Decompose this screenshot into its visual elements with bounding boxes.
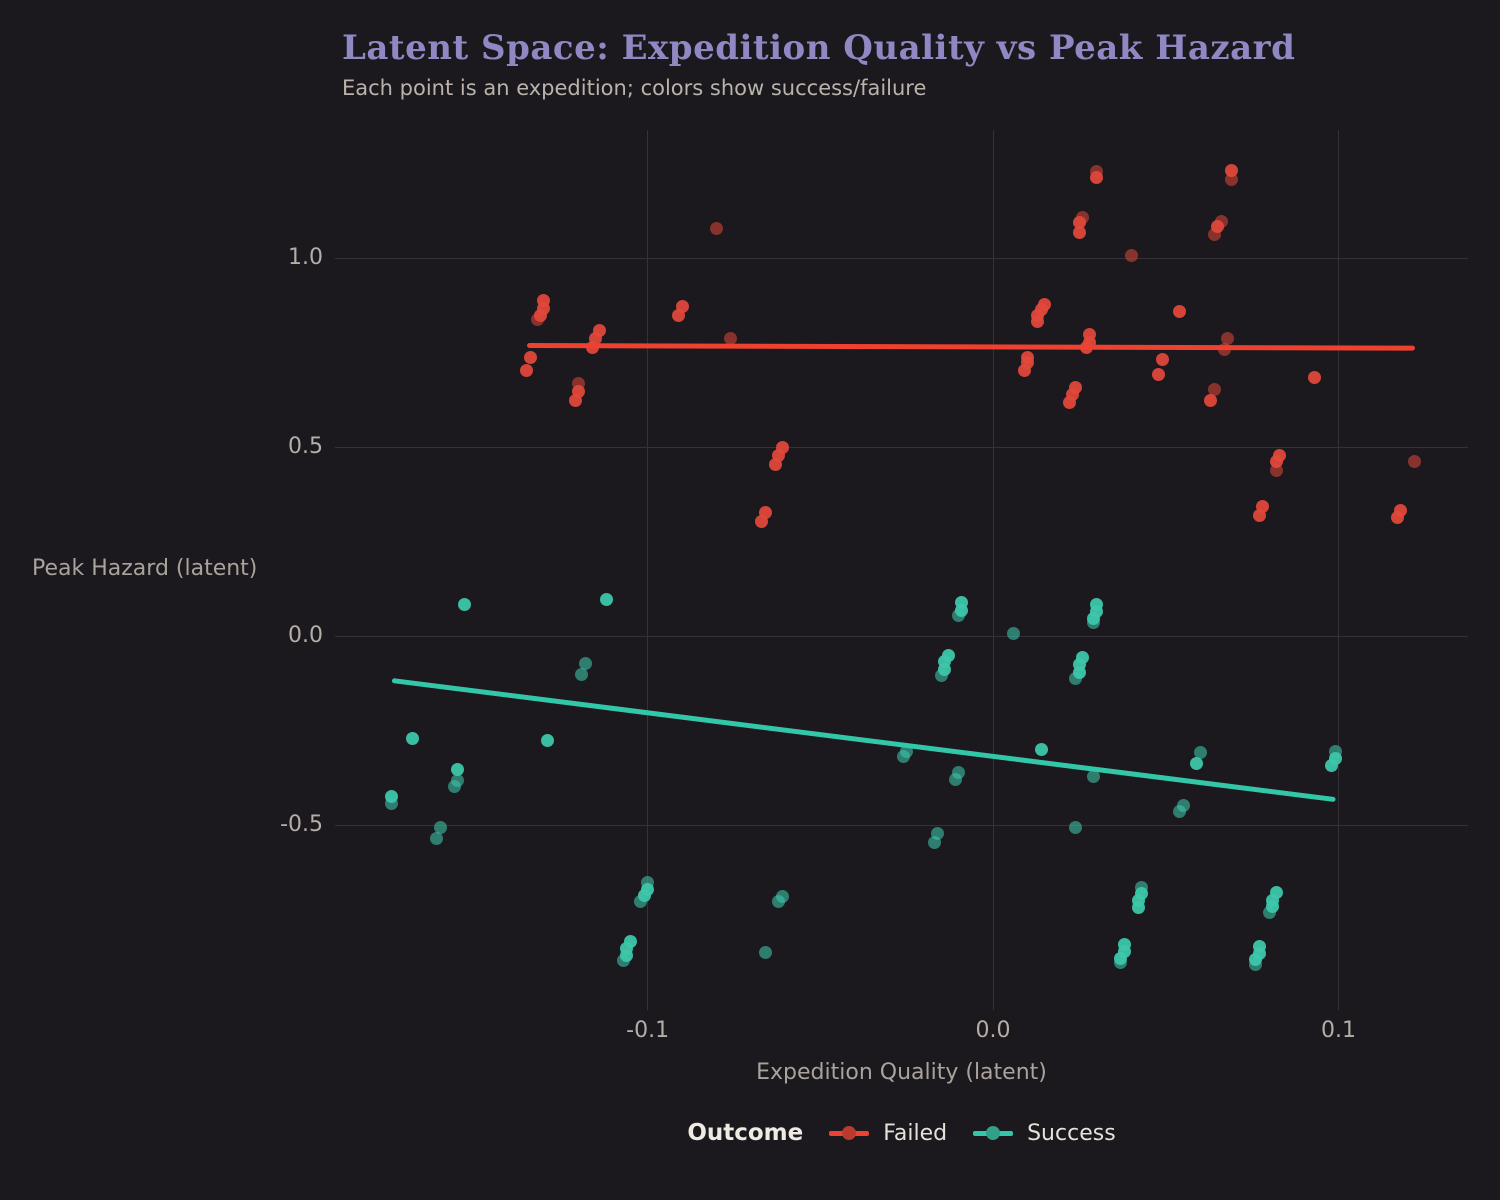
legend-item-success[interactable]: Success xyxy=(973,1121,1116,1146)
legend: Outcome Failed Success xyxy=(335,1120,1468,1146)
x-tick-label: 0.0 xyxy=(975,1018,1011,1043)
gridline-y xyxy=(335,447,1468,449)
data-point-failed xyxy=(768,458,782,472)
data-point-success xyxy=(540,734,554,748)
data-point-success xyxy=(934,669,948,683)
data-point-failed xyxy=(672,309,686,323)
data-point-failed xyxy=(1090,171,1104,185)
data-point-failed xyxy=(1307,371,1321,385)
data-point-success xyxy=(1190,757,1204,771)
gridline-y xyxy=(335,258,1468,260)
data-point-failed xyxy=(1155,352,1169,366)
data-point-success xyxy=(1086,770,1100,784)
data-point-failed xyxy=(1252,509,1266,523)
data-point-success xyxy=(951,609,965,623)
data-point-failed xyxy=(568,394,582,408)
data-point-success xyxy=(578,657,592,671)
legend-title: Outcome xyxy=(687,1120,804,1146)
data-point-success xyxy=(772,895,786,909)
data-point-success xyxy=(1007,627,1021,641)
data-point-failed xyxy=(755,515,769,529)
legend-item-failed[interactable]: Failed xyxy=(829,1121,947,1146)
x-tick-label: 0.1 xyxy=(1320,1018,1356,1043)
data-point-success xyxy=(430,831,444,845)
chart-subtitle: Each point is an expedition; colors show… xyxy=(342,76,927,100)
data-point-failed xyxy=(1062,396,1076,410)
data-point-failed xyxy=(1224,173,1238,187)
data-point-success xyxy=(1069,821,1083,835)
data-point-failed xyxy=(1031,314,1045,328)
chart-title: Latent Space: Expedition Quality vs Peak… xyxy=(342,28,1296,68)
x-tick-label: -0.1 xyxy=(626,1018,670,1043)
y-tick-label: -0.5 xyxy=(280,811,323,837)
y-tick-label: 0.0 xyxy=(288,622,323,648)
data-point-success xyxy=(1173,805,1187,819)
data-point-success xyxy=(406,732,420,746)
trend-line-success xyxy=(391,677,1336,802)
gridline-x xyxy=(647,130,649,1010)
gridline-x xyxy=(1337,130,1339,1010)
data-point-success xyxy=(575,668,589,682)
data-point-failed xyxy=(1152,367,1166,381)
data-point-success xyxy=(1262,906,1276,920)
data-point-failed xyxy=(1207,227,1221,241)
x-axis-label: Expedition Quality (latent) xyxy=(756,1060,1047,1085)
data-point-success xyxy=(1193,746,1207,760)
data-point-failed xyxy=(1407,454,1421,468)
data-point-failed xyxy=(1017,363,1031,377)
data-point-success xyxy=(1325,759,1339,773)
data-point-failed xyxy=(710,222,724,236)
y-axis-label: Peak Hazard (latent) xyxy=(32,556,258,581)
data-point-failed xyxy=(724,331,737,345)
legend-label: Failed xyxy=(883,1120,948,1146)
data-point-success xyxy=(599,593,613,607)
y-tick-label: 1.0 xyxy=(288,244,323,270)
data-point-success xyxy=(1034,743,1048,757)
data-point-success xyxy=(1114,956,1128,970)
data-point-success xyxy=(458,597,472,611)
data-point-failed xyxy=(1390,511,1404,525)
data-point-success xyxy=(616,953,630,967)
data-point-failed xyxy=(530,312,544,326)
data-point-failed xyxy=(1221,331,1235,345)
data-point-success xyxy=(758,946,772,960)
data-point-failed xyxy=(1072,225,1086,239)
data-point-success xyxy=(385,797,399,811)
legend-failed-marker-icon xyxy=(829,1126,870,1140)
gridline-y xyxy=(335,825,1468,827)
data-point-failed xyxy=(1173,305,1187,319)
data-point-success xyxy=(1069,672,1083,686)
gridline-y xyxy=(335,636,1468,638)
y-tick-label: 0.5 xyxy=(288,433,323,459)
data-point-success xyxy=(1131,901,1145,915)
data-point-success xyxy=(447,780,461,794)
data-point-failed xyxy=(1207,382,1221,396)
legend-label: Success xyxy=(1027,1120,1116,1146)
data-point-failed xyxy=(1124,248,1138,262)
data-point-success xyxy=(451,763,465,777)
data-point-success xyxy=(1086,616,1100,630)
data-point-success xyxy=(433,820,447,834)
data-point-success xyxy=(634,895,648,909)
data-point-failed xyxy=(520,363,534,377)
data-point-failed xyxy=(1269,464,1283,478)
data-point-success xyxy=(1249,957,1263,971)
data-point-success xyxy=(927,836,941,850)
data-point-failed xyxy=(1204,394,1218,408)
gridline-x xyxy=(992,130,994,1010)
trend-line-failed xyxy=(526,342,1415,351)
data-point-success xyxy=(896,750,910,764)
legend-success-marker-icon xyxy=(973,1126,1014,1140)
data-point-failed xyxy=(523,350,537,364)
data-point-success xyxy=(948,773,962,787)
